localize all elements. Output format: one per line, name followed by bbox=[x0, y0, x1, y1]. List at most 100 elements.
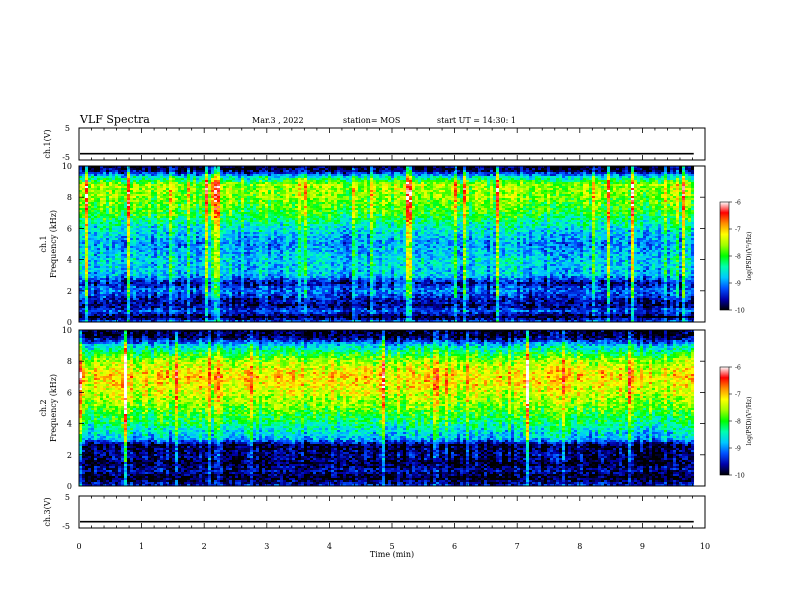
spectrogram-cell bbox=[178, 238, 181, 240]
spectrogram-cell bbox=[259, 194, 262, 196]
spectrogram-cell bbox=[85, 170, 88, 172]
spectrogram-cell bbox=[253, 300, 256, 302]
spectrogram-cell bbox=[187, 318, 190, 320]
spectrogram-cell bbox=[145, 230, 148, 232]
spectrogram-cell bbox=[145, 182, 148, 184]
spectrogram-cell bbox=[196, 206, 199, 208]
spectrogram-cell bbox=[190, 236, 193, 238]
spectrogram-cell bbox=[229, 204, 232, 206]
spectrogram-cell bbox=[97, 264, 100, 266]
spectrogram-cell bbox=[169, 178, 172, 180]
spectrogram-cell bbox=[91, 274, 94, 276]
spectrogram-cell bbox=[256, 224, 259, 226]
spectrogram-cell bbox=[250, 254, 253, 256]
spectrogram-cell bbox=[196, 258, 199, 260]
spectrogram-cell bbox=[142, 288, 145, 290]
spectrogram-cell bbox=[100, 288, 103, 290]
spectrogram-cell bbox=[106, 180, 109, 182]
spectrogram-cell bbox=[169, 318, 172, 320]
spectrogram-cell bbox=[235, 190, 238, 192]
spectrogram-cell bbox=[175, 294, 178, 296]
spectrogram-cell bbox=[112, 318, 115, 320]
spectrogram-cell bbox=[172, 234, 175, 236]
spectrogram-cell bbox=[172, 314, 175, 316]
spectrogram-cell bbox=[199, 180, 202, 182]
spectrogram-cell bbox=[253, 252, 256, 254]
spectrogram-cell bbox=[97, 308, 100, 310]
spectrogram-cell bbox=[253, 282, 256, 284]
spectrogram-cell bbox=[136, 282, 139, 284]
spectrogram-cell bbox=[160, 214, 163, 216]
spectrogram-cell bbox=[154, 220, 157, 222]
spectrogram-cell bbox=[226, 238, 229, 240]
spectrogram-cell bbox=[154, 246, 157, 248]
spectrogram-cell bbox=[94, 172, 97, 174]
spectrogram-cell bbox=[244, 200, 247, 202]
spectrogram-cell bbox=[253, 196, 256, 198]
spectrogram-cell bbox=[205, 200, 208, 202]
spectrogram-cell bbox=[85, 272, 88, 274]
spectrogram-cell bbox=[112, 206, 115, 208]
spectrogram-cell bbox=[211, 170, 214, 172]
spectrogram-cell bbox=[235, 230, 238, 232]
spectrogram-cell bbox=[133, 192, 136, 194]
spectrogram-cell bbox=[166, 208, 169, 210]
spectrogram-cell bbox=[214, 252, 217, 254]
spectrogram-cell bbox=[157, 318, 160, 320]
spectrogram-cell bbox=[220, 230, 223, 232]
spectrogram-cell bbox=[103, 282, 106, 284]
spectrogram-cell bbox=[127, 294, 130, 296]
spectrogram-cell bbox=[247, 210, 250, 212]
spectrogram-cell bbox=[202, 208, 205, 210]
spectrogram-cell bbox=[91, 174, 94, 176]
spectrogram-cell bbox=[127, 180, 130, 182]
spectrogram-cell bbox=[88, 276, 91, 278]
spectrogram-cell bbox=[127, 194, 130, 196]
spectrogram-cell bbox=[94, 280, 97, 282]
spectrogram-cell bbox=[145, 200, 148, 202]
spectrogram-cell bbox=[136, 196, 139, 198]
spectrogram-cell bbox=[94, 204, 97, 206]
spectrogram-cell bbox=[163, 190, 166, 192]
spectrogram-cell bbox=[244, 262, 247, 264]
spectrogram-cell bbox=[112, 284, 115, 286]
spectrogram-cell bbox=[244, 244, 247, 246]
spectrogram-cell bbox=[178, 318, 181, 320]
spectrogram-cell bbox=[247, 202, 250, 204]
spectrogram-cell bbox=[154, 260, 157, 262]
spectrogram-cell bbox=[151, 210, 154, 212]
spectrogram-cell bbox=[151, 234, 154, 236]
spectrogram-cell bbox=[106, 264, 109, 266]
spectrogram-cell bbox=[94, 300, 97, 302]
spectrogram-cell bbox=[94, 222, 97, 224]
spectrogram-cell bbox=[214, 172, 217, 174]
spectrogram-cell bbox=[187, 214, 190, 216]
spectrogram-cell bbox=[223, 292, 226, 294]
spectrogram-cell bbox=[88, 184, 91, 186]
spectrogram-cell bbox=[103, 242, 106, 244]
spectrogram-cell bbox=[121, 170, 124, 172]
spectrogram-cell bbox=[229, 190, 232, 192]
spectrogram-cell bbox=[82, 248, 85, 250]
spectrogram-cell bbox=[133, 220, 136, 222]
spectrogram-cell bbox=[265, 192, 268, 194]
spectrogram-cell bbox=[160, 302, 163, 304]
spectrogram-cell bbox=[148, 308, 151, 310]
spectrogram-cell bbox=[142, 176, 145, 178]
spectrogram-cell bbox=[148, 240, 151, 242]
spectrogram-cell bbox=[136, 228, 139, 230]
spectrogram-cell bbox=[88, 174, 91, 176]
spectrogram-cell bbox=[250, 310, 253, 312]
spectrogram-cell bbox=[106, 216, 109, 218]
spectrogram-cell bbox=[250, 280, 253, 282]
spectrogram-cell bbox=[139, 230, 142, 232]
spectrogram-cell bbox=[154, 278, 157, 280]
spectrogram-cell bbox=[193, 302, 196, 304]
spectrogram-cell bbox=[190, 184, 193, 186]
spectrogram-cell bbox=[166, 220, 169, 222]
spectrogram-cell bbox=[226, 316, 229, 318]
spectrogram-cell bbox=[217, 232, 220, 234]
spectrogram-cell bbox=[115, 200, 118, 202]
spectrogram-cell bbox=[97, 294, 100, 296]
spectrogram-cell bbox=[136, 288, 139, 290]
